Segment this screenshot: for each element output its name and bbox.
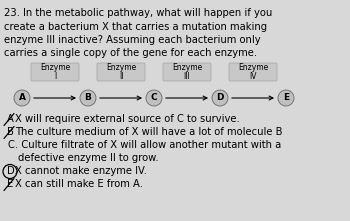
Text: C: C xyxy=(7,140,14,150)
Text: enzyme III inactive? Assuming each bacterium only: enzyme III inactive? Assuming each bacte… xyxy=(4,35,261,45)
Text: Enzyme
II: Enzyme II xyxy=(106,63,136,81)
Circle shape xyxy=(212,90,228,106)
Text: Enzyme
III: Enzyme III xyxy=(172,63,202,81)
Text: E: E xyxy=(7,179,13,189)
Text: create a bacterium X that carries a mutation making: create a bacterium X that carries a muta… xyxy=(4,21,267,32)
Circle shape xyxy=(14,90,30,106)
FancyBboxPatch shape xyxy=(163,63,211,81)
FancyBboxPatch shape xyxy=(229,63,277,81)
Text: The culture medium of X will have a lot of molecule B: The culture medium of X will have a lot … xyxy=(15,127,282,137)
Text: A: A xyxy=(19,93,26,103)
Text: D: D xyxy=(216,93,224,103)
Text: carries a single copy of the gene for each enzyme.: carries a single copy of the gene for ea… xyxy=(4,48,257,59)
Text: B: B xyxy=(85,93,91,103)
Circle shape xyxy=(278,90,294,106)
Text: Enzyme
I: Enzyme I xyxy=(40,63,70,81)
Circle shape xyxy=(146,90,162,106)
Text: X can still make E from A.: X can still make E from A. xyxy=(15,179,143,189)
Text: B: B xyxy=(7,127,14,137)
Text: A: A xyxy=(7,114,14,124)
Text: D: D xyxy=(7,166,15,176)
Text: defective enzyme II to grow.: defective enzyme II to grow. xyxy=(18,153,159,163)
Text: Enzyme
IV: Enzyme IV xyxy=(238,63,268,81)
FancyBboxPatch shape xyxy=(97,63,145,81)
Text: X will require external source of C to survive.: X will require external source of C to s… xyxy=(15,114,240,124)
Circle shape xyxy=(80,90,96,106)
FancyBboxPatch shape xyxy=(31,63,79,81)
Text: X cannot make enzyme IV.: X cannot make enzyme IV. xyxy=(15,166,147,176)
Text: 23. In the metabolic pathway, what will happen if you: 23. In the metabolic pathway, what will … xyxy=(4,8,272,18)
Text: . Culture filtrate of X will allow another mutant with a: . Culture filtrate of X will allow anoth… xyxy=(15,140,281,150)
Text: C: C xyxy=(151,93,157,103)
Text: E: E xyxy=(283,93,289,103)
